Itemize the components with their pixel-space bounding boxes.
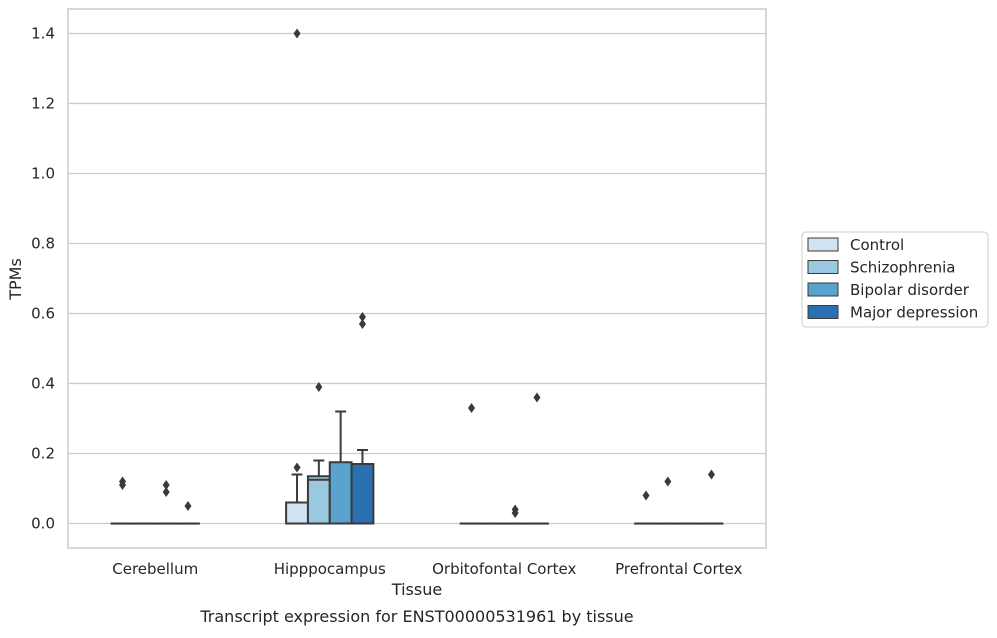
y-tick-label: 1.0 <box>31 165 55 183</box>
box-body <box>330 462 352 523</box>
y-tick-label: 1.2 <box>31 95 55 113</box>
legend-swatch <box>808 283 838 296</box>
legend-swatch <box>808 261 838 274</box>
x-tick-label: Prefrontal Cortex <box>615 560 742 578</box>
chart-caption: Transcript expression for ENST0000053196… <box>199 607 633 626</box>
legend-label: Bipolar disorder <box>850 281 970 299</box>
x-tick-label: Hipppocampus <box>274 560 386 578</box>
legend-swatch <box>808 238 838 251</box>
y-tick-label: 0.0 <box>31 515 55 533</box>
y-tick-label: 0.8 <box>31 235 55 253</box>
legend-swatch <box>808 306 838 319</box>
y-tick-label: 0.2 <box>31 445 55 463</box>
y-tick-label: 0.6 <box>31 305 55 323</box>
y-axis-title: TPMs <box>6 258 25 301</box>
box-body <box>352 464 374 524</box>
x-tick-label: Orbitofontal Cortex <box>432 560 576 578</box>
legend: Control Schizophrenia Bipolar disorder Majo… <box>802 232 988 327</box>
legend-label: Major depression <box>850 304 978 322</box>
box-body <box>286 503 308 524</box>
legend-label: Schizophrenia <box>850 259 955 277</box>
y-tick-label: 0.4 <box>31 375 55 393</box>
y-tick-label: 1.4 <box>31 25 55 43</box>
x-tick-label: Cerebellum <box>112 560 198 578</box>
x-axis-title: Tissue <box>391 580 442 599</box>
legend-label: Control <box>850 236 904 254</box>
box-body <box>308 476 330 523</box>
